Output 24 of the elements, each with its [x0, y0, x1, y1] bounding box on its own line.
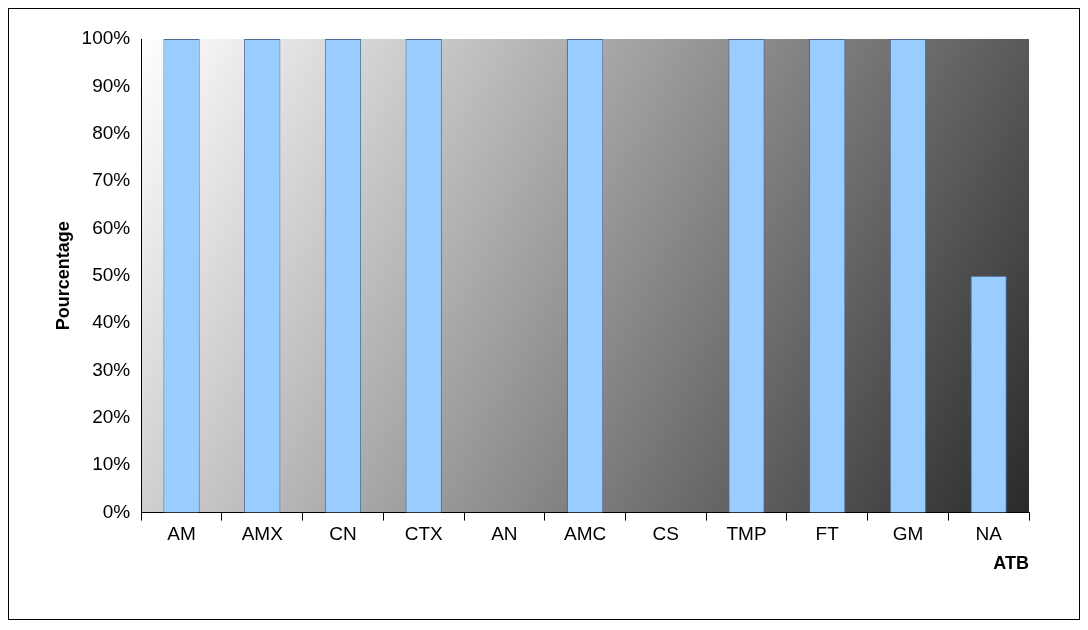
x-tick-label: TMP	[726, 523, 767, 545]
y-tick-label: 90%	[92, 74, 131, 96]
x-tick-label: FT	[815, 523, 840, 545]
x-tick-label: CS	[652, 523, 680, 545]
y-tick-label: 10%	[92, 453, 131, 475]
y-tick-label: 50%	[92, 264, 131, 286]
x-axis-title: ATB	[993, 553, 1029, 574]
y-tick-label: 100%	[81, 27, 131, 49]
x-tick-label: AMC	[563, 523, 607, 545]
y-tick-label: 0%	[102, 500, 131, 522]
y-tick-label: 80%	[92, 121, 131, 143]
x-tick-label: AM	[167, 523, 196, 545]
y-tick-label: 70%	[92, 169, 131, 191]
x-tick-label: CTX	[404, 523, 444, 545]
y-tick-label: 30%	[92, 358, 131, 380]
y-tick-label: 40%	[92, 311, 131, 333]
x-tick-label: NA	[975, 523, 1003, 545]
y-tick-label: 20%	[92, 406, 131, 428]
y-axis-title: Pourcentage	[52, 221, 73, 331]
x-tick-label: CN	[329, 523, 357, 545]
x-tick-label: AMX	[241, 523, 284, 545]
x-tick-label: AN	[491, 523, 518, 545]
y-tick-label: 60%	[92, 216, 131, 238]
x-tick-label: GM	[892, 523, 924, 545]
